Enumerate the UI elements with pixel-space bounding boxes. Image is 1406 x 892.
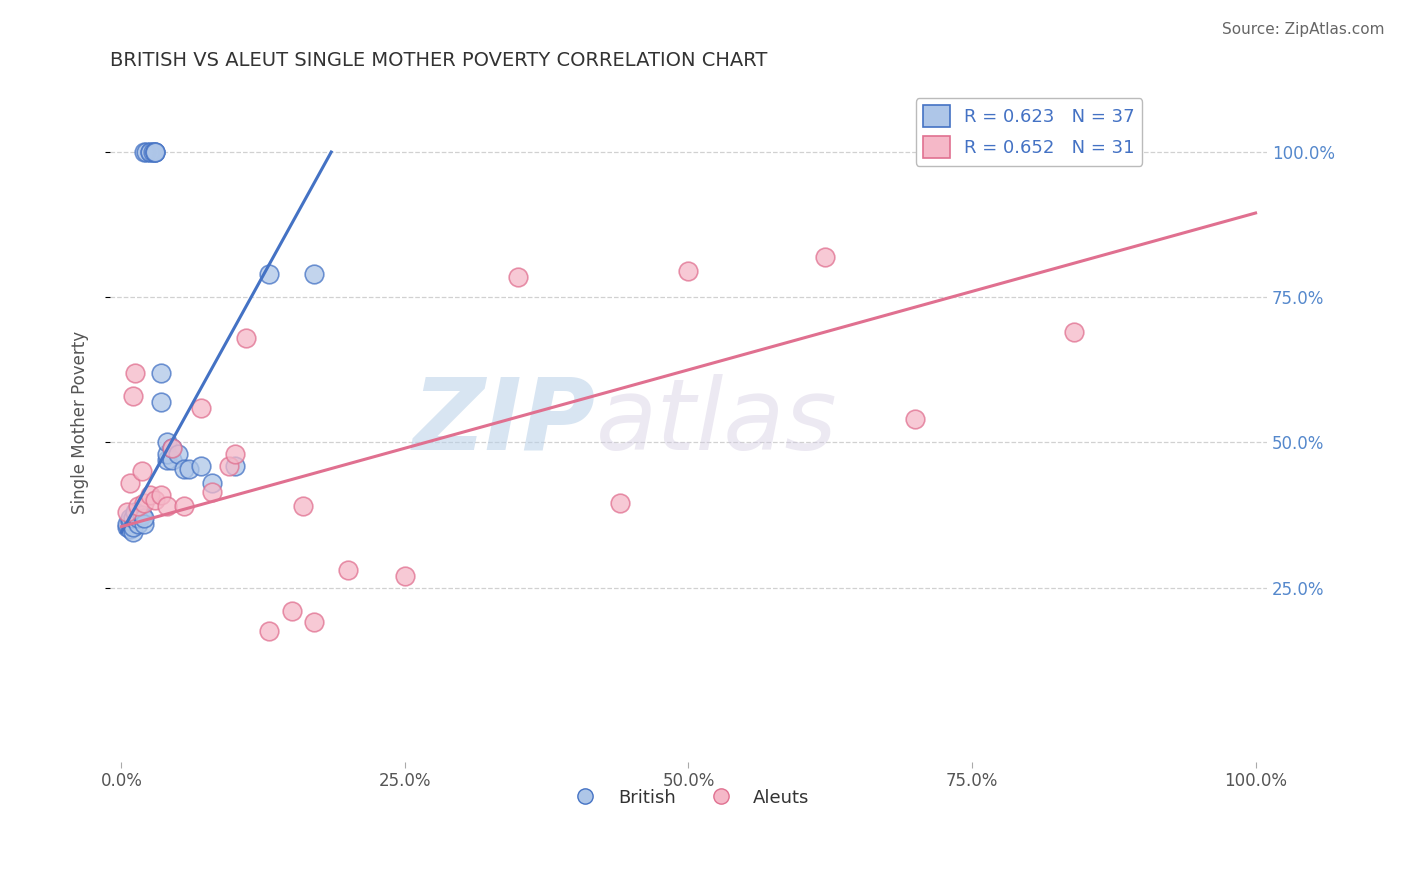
- Point: [115, 505, 138, 519]
- Point: [257, 624, 280, 639]
- Point: [150, 394, 173, 409]
- Point: [120, 511, 142, 525]
- Point: [139, 488, 162, 502]
- Point: [302, 267, 325, 281]
- Point: [302, 615, 325, 630]
- Point: [235, 331, 257, 345]
- Point: [124, 505, 146, 519]
- Point: [162, 441, 184, 455]
- Point: [139, 145, 162, 159]
- Point: [1085, 145, 1108, 159]
- Point: [609, 496, 631, 510]
- Point: [121, 511, 143, 525]
- Point: [121, 389, 143, 403]
- Point: [121, 519, 143, 533]
- Point: [120, 476, 142, 491]
- Point: [115, 516, 138, 531]
- Point: [132, 496, 155, 510]
- Point: [224, 447, 246, 461]
- Point: [132, 516, 155, 531]
- Text: Source: ZipAtlas.com: Source: ZipAtlas.com: [1222, 22, 1385, 37]
- Point: [142, 145, 165, 159]
- Point: [127, 500, 149, 514]
- Point: [280, 604, 302, 618]
- Point: [145, 145, 167, 159]
- Text: ZIP: ZIP: [413, 374, 596, 471]
- Point: [139, 145, 162, 159]
- Point: [179, 461, 201, 475]
- Point: [156, 500, 179, 514]
- Point: [173, 500, 195, 514]
- Point: [201, 484, 224, 499]
- Point: [190, 401, 212, 415]
- Point: [131, 464, 153, 478]
- Point: [127, 511, 149, 525]
- Point: [508, 269, 530, 284]
- Point: [813, 250, 835, 264]
- Point: [291, 500, 314, 514]
- Text: BRITISH VS ALEUT SINGLE MOTHER POVERTY CORRELATION CHART: BRITISH VS ALEUT SINGLE MOTHER POVERTY C…: [110, 51, 768, 70]
- Point: [145, 145, 167, 159]
- Point: [173, 461, 195, 475]
- Point: [156, 435, 179, 450]
- Point: [678, 264, 700, 278]
- Point: [120, 514, 142, 528]
- Point: [124, 366, 146, 380]
- Y-axis label: Single Mother Poverty: Single Mother Poverty: [72, 331, 89, 514]
- Point: [190, 458, 212, 473]
- Point: [904, 412, 927, 426]
- Point: [156, 447, 179, 461]
- Point: [135, 145, 157, 159]
- Point: [150, 366, 173, 380]
- Point: [121, 525, 143, 540]
- Point: [201, 476, 224, 491]
- Point: [120, 523, 142, 537]
- Point: [162, 452, 184, 467]
- Point: [156, 452, 179, 467]
- Point: [150, 488, 173, 502]
- Point: [167, 447, 190, 461]
- Point: [145, 493, 167, 508]
- Point: [127, 516, 149, 531]
- Point: [131, 508, 153, 522]
- Point: [218, 458, 240, 473]
- Point: [115, 519, 138, 533]
- Point: [145, 145, 167, 159]
- Point: [132, 511, 155, 525]
- Point: [394, 569, 416, 583]
- Point: [337, 563, 360, 577]
- Point: [1063, 325, 1085, 339]
- Point: [257, 267, 280, 281]
- Point: [162, 441, 184, 455]
- Legend: British, Aleuts: British, Aleuts: [560, 781, 817, 814]
- Point: [132, 145, 155, 159]
- Text: atlas: atlas: [596, 374, 838, 471]
- Point: [224, 458, 246, 473]
